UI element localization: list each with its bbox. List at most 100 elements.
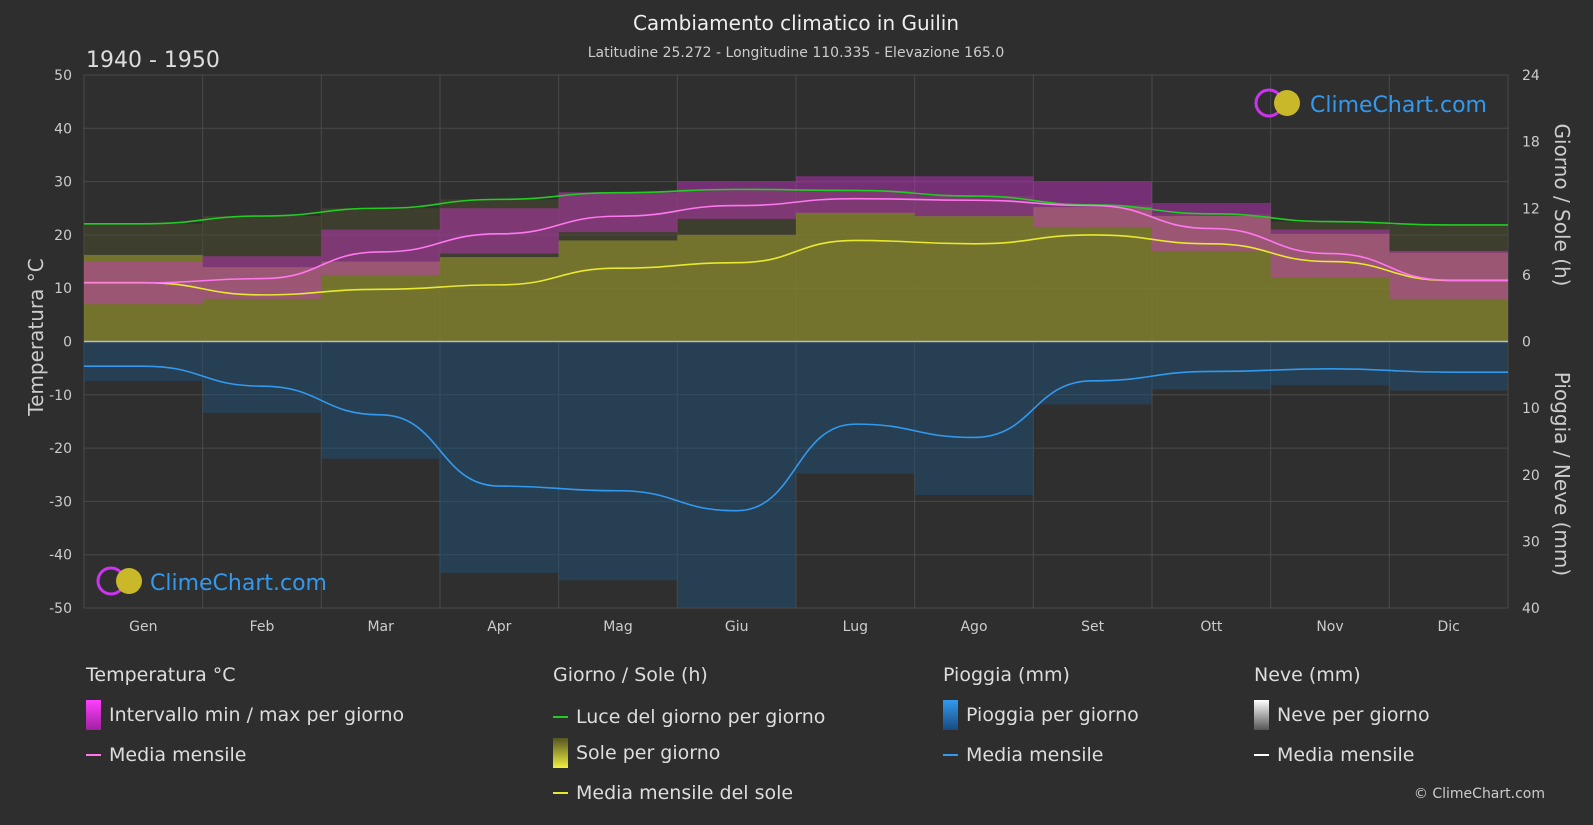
left-axis-ticks: 50 40 30 20 10 0 -10 -20 -30 -40 -50 [49,68,72,617]
sunshine-mean-line [84,234,1508,296]
right-axis-ticks: 24 18 12 6 0 10 20 30 40 [1522,68,1540,617]
copyright: © ClimeChart.com [1413,786,1545,802]
month-tick-label: Ott [1200,619,1223,635]
legend-item-rain-mean: Media mensile [943,744,1104,766]
legend-label: Neve per giorno [1277,704,1430,726]
legend-label: Media mensile [1277,744,1415,766]
right-tick-label-hours: 24 [1522,68,1540,84]
rain-bar [1033,341,1152,405]
left-tick-label: 30 [54,175,72,191]
rain-bar [677,341,796,608]
right-tick-label-rain: 30 [1522,534,1540,550]
temp-range-bar [677,181,796,219]
legend-swatch [86,754,101,756]
left-tick-label: 0 [63,335,72,351]
left-tick-label: -30 [49,494,72,510]
sunshine-bar [1033,207,1152,342]
chart-subtitle: Latitudine 25.272 - Longitudine 110.335 … [588,45,1005,61]
right-tick-label-rain: 40 [1522,601,1540,617]
month-tick-label: Dic [1437,619,1459,635]
rain-bar [914,341,1034,496]
legend-item-daylight: Luce del giorno per giorno [553,706,825,728]
logo-top: ClimeChart.com [1254,88,1487,118]
temp-range-bar [796,176,915,214]
sunshine-bar [558,240,678,342]
temp-range-bar [1152,202,1271,251]
legend-label: Luce del giorno per giorno [576,706,826,728]
legend-label: Intervallo min / max per giorno [109,704,405,726]
logo-bottom: ClimeChart.com [96,566,327,596]
logo-sun-icon [116,568,142,594]
right-axis-title-top: Giorno / Sole (h) [1550,124,1574,287]
sunshine-bar [1270,233,1390,342]
left-tick-label: 50 [54,68,72,84]
sunshine-bar [1389,252,1508,342]
legend-label: Media mensile [966,744,1104,766]
legend-swatch [943,700,958,730]
legend-item-temp-range: Intervallo min / max per giorno [86,700,404,730]
month-axis-ticks: Gen Feb Mar Apr Mag Giu Lug Ago Set Ott Nov Dic [129,619,1460,635]
series-lines [83,188,1509,512]
rain-bar [84,341,203,381]
legend-item-sunshine: Sole per giorno [553,738,720,768]
legend-swatch [1254,700,1269,730]
right-tick-label-hours: 0 [1522,335,1531,351]
legend-item-snow-mean: Media mensile [1254,744,1415,766]
left-tick-label: -20 [49,441,72,457]
sunshine-bar [84,254,203,342]
period-label: 1940 - 1950 [86,48,220,73]
logo-text: ClimeChart.com [150,571,327,596]
left-tick-label: -40 [49,548,72,564]
legend-label: Media mensile [109,744,247,766]
legend-swatch [553,738,568,768]
month-tick-label: Set [1081,619,1105,635]
chart-title: Cambiamento climatico in Guilin [633,11,959,35]
month-tick-label: Apr [487,619,511,635]
legend-title-sun: Giorno / Sole (h) [553,664,708,686]
right-tick-label-hours: 18 [1522,135,1540,151]
legend-title-temperature: Temperatura °C [86,664,236,686]
legend-swatch [553,716,568,718]
legend-label: Sole per giorno [576,742,721,764]
legend-item-temp-mean: Media mensile [86,744,247,766]
right-axis-title-bottom: Pioggia / Neve (mm) [1550,372,1574,576]
rain-bar [796,341,915,474]
rain-bar [440,341,559,573]
legend-title-snow: Neve (mm) [1254,664,1361,686]
left-tick-label: -10 [49,388,72,404]
rain-bar [1152,341,1271,390]
right-tick-label-hours: 12 [1522,201,1540,217]
daylight-line [83,188,1508,226]
legend-item-sun-mean: Media mensile del sole [553,782,793,804]
legend-title-rain: Pioggia (mm) [943,664,1070,686]
legend-swatch [1254,754,1269,756]
sunshine-bar [1152,216,1271,342]
rain-bar [1270,341,1390,386]
legend-item-snow-daily: Neve per giorno [1254,700,1430,730]
legend-swatch [943,754,958,756]
left-tick-label: -50 [49,601,72,617]
rain-bar [202,341,322,413]
logo-text: ClimeChart.com [1310,93,1487,118]
left-tick-label: 10 [54,281,72,297]
month-tick-label: Giu [725,619,749,635]
month-tick-label: Gen [129,619,157,635]
month-tick-label: Ago [960,619,987,635]
legend-swatch [86,700,101,730]
rain-mean-line [83,365,1509,512]
rain-bar [558,341,678,581]
left-tick-label: 20 [54,228,72,244]
month-tick-label: Mar [367,619,394,635]
legend-item-rain-daily: Pioggia per giorno [943,700,1139,730]
legend-label: Pioggia per giorno [966,704,1139,726]
sunshine-bar [440,257,559,342]
right-tick-label-hours: 6 [1522,268,1531,284]
month-tick-label: Feb [250,619,275,635]
legend-label: Media mensile del sole [576,782,794,804]
legend-swatch [553,792,568,794]
left-tick-label: 40 [54,121,72,137]
right-tick-label-rain: 20 [1522,468,1540,484]
temp-range-bar [440,208,559,254]
temperature-mean-line [83,197,1508,284]
